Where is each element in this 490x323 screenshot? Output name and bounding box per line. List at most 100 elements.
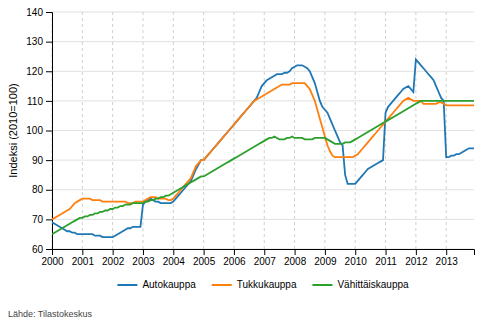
grid-line — [52, 219, 474, 220]
legend-label: Tukkukauppa — [237, 279, 297, 290]
legend-swatch — [212, 284, 232, 286]
tick: 2003 — [132, 249, 155, 267]
tick: 80 — [32, 184, 52, 195]
tick-mark — [143, 249, 144, 255]
grid-line — [203, 12, 204, 249]
legend: Autokauppa Tukkukauppa Vähittäiskauppa — [117, 279, 409, 290]
tick-mark — [295, 249, 296, 255]
grid-line — [52, 189, 474, 190]
tick-mark — [46, 42, 52, 43]
tick: 100 — [26, 125, 52, 136]
tick-mark — [113, 249, 114, 255]
grid-line — [52, 160, 474, 161]
tick: 2002 — [102, 249, 125, 267]
legend-swatch — [312, 284, 332, 286]
grid-line — [173, 12, 174, 249]
x-axis: 2000 2001 2002 2003 2004 2005 2006 2007 2008 2009… — [41, 249, 474, 267]
grid-line — [82, 12, 83, 249]
tick: 2012 — [405, 249, 428, 267]
tick-label: 2012 — [405, 256, 428, 267]
tick-mark — [46, 160, 52, 161]
tick: 90 — [32, 155, 52, 166]
tick: 70 — [32, 214, 52, 225]
legend-item: Vähittäiskauppa — [312, 279, 409, 290]
tick-mark — [46, 249, 52, 250]
tick-label: 2011 — [375, 256, 397, 267]
tick-label: 2004 — [163, 256, 186, 267]
tick-mark — [46, 190, 52, 191]
tick-mark — [416, 249, 417, 255]
legend-item: Tukkukauppa — [212, 279, 297, 290]
tick: 2000 — [41, 249, 64, 267]
tick-label: 2005 — [193, 256, 216, 267]
tick-label: 2001 — [72, 256, 95, 267]
tick-label: 2009 — [314, 256, 337, 267]
legend-label: Vähittäiskauppa — [337, 279, 409, 290]
tick-label: 130 — [26, 36, 43, 47]
tick: 2008 — [284, 249, 307, 267]
axis-line — [46, 13, 53, 250]
grid — [52, 12, 474, 249]
tick-mark — [173, 249, 174, 255]
legend-label: Autokauppa — [142, 279, 196, 290]
tick-label: 140 — [26, 7, 43, 18]
series-group — [52, 59, 474, 237]
grid-line — [324, 12, 325, 249]
tick-mark — [386, 249, 387, 255]
tick-mark — [46, 12, 52, 13]
tick-label: 80 — [32, 184, 44, 195]
grid-line — [264, 12, 265, 249]
tick-mark — [264, 249, 265, 255]
tick: 130 — [26, 36, 52, 47]
tick-label: 2002 — [102, 256, 125, 267]
plot: 2000 2001 2002 2003 2004 2005 2006 2007 2008 2009… — [26, 7, 474, 267]
grid-line — [294, 12, 295, 249]
tick: 2010 — [345, 249, 368, 267]
tick-mark — [446, 249, 447, 255]
tick-mark — [82, 249, 83, 255]
tick-label: 100 — [26, 125, 43, 136]
tick-label: 2010 — [345, 256, 368, 267]
tick-label: 2007 — [254, 256, 277, 267]
grid-line — [233, 12, 234, 249]
tick-label: 2006 — [223, 256, 246, 267]
legend-swatch — [117, 284, 137, 286]
tick-mark — [46, 131, 52, 132]
tick: 2006 — [223, 249, 246, 267]
tick-label: 120 — [26, 66, 43, 77]
tick-label: 110 — [27, 96, 43, 107]
chart: 2000 2001 2002 2003 2004 2005 2006 2007 2008 2009… — [0, 0, 490, 323]
tick-mark — [46, 71, 52, 72]
tick: 2009 — [314, 249, 337, 267]
tick-label: 2000 — [41, 256, 64, 267]
tick: 2007 — [254, 249, 277, 267]
tick: 2001 — [72, 249, 95, 267]
tick-mark — [234, 249, 235, 255]
tick: 60 — [32, 244, 52, 255]
tick: 2011 — [375, 249, 397, 267]
tick-mark — [46, 219, 52, 220]
tick: 110 — [27, 96, 52, 107]
grid-line — [52, 71, 474, 72]
axis-title: Indeksi (2010=100) — [7, 83, 19, 177]
series-line — [52, 101, 474, 234]
tick: 140 — [26, 7, 52, 18]
series-line — [52, 59, 474, 237]
tick-label: 70 — [32, 214, 44, 225]
tick: 2005 — [193, 249, 216, 267]
tick-label: 90 — [32, 155, 44, 166]
tick-mark — [355, 249, 356, 255]
tick-mark — [325, 249, 326, 255]
annotation: Lähde: Tilastokeskus — [8, 309, 93, 319]
y-axis: 60 70 80 90 100 110 120 130 140 — [26, 7, 52, 255]
tick-label: 2003 — [132, 256, 155, 267]
grid-line — [52, 130, 474, 131]
grid-line — [52, 41, 474, 42]
grid-line — [415, 12, 416, 249]
grid-line — [52, 12, 474, 13]
tick: 2004 — [163, 249, 186, 267]
axis-line — [53, 250, 475, 256]
tick-label: 2008 — [284, 256, 307, 267]
grid-line — [112, 12, 113, 249]
tick-mark — [204, 249, 205, 255]
